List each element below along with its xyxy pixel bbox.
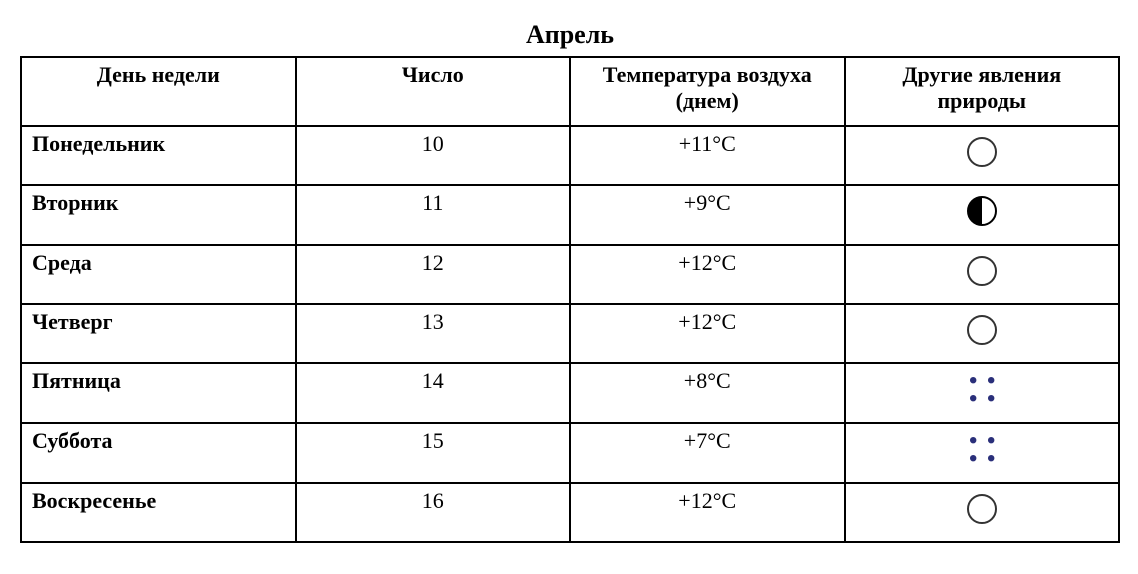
- cell-date: 15: [296, 423, 571, 483]
- table-row: Суббота 15 +7°C: [21, 423, 1119, 483]
- cell-temp: +7°C: [570, 423, 845, 483]
- cell-day: Понедельник: [21, 126, 296, 185]
- cell-date: 12: [296, 245, 571, 304]
- col-day: День недели: [21, 57, 296, 126]
- rain-icon: [959, 428, 1005, 470]
- cell-temp: +12°C: [570, 245, 845, 304]
- cell-temp: +12°C: [570, 304, 845, 363]
- cell-temp: +9°C: [570, 185, 845, 244]
- weather-table: День недели Число Температура воздуха (д…: [20, 56, 1120, 543]
- table-row: Четверг 13 +12°C: [21, 304, 1119, 363]
- table-row: Понедельник 10 +11°C: [21, 126, 1119, 185]
- table-header-row: День недели Число Температура воздуха (д…: [21, 57, 1119, 126]
- cell-phenomenon: [845, 423, 1120, 483]
- cell-phenomenon: [845, 483, 1120, 542]
- cell-date: 11: [296, 185, 571, 244]
- cell-day: Четверг: [21, 304, 296, 363]
- clear-icon: [959, 250, 1005, 292]
- cell-temp: +11°C: [570, 126, 845, 185]
- cell-phenomenon: [845, 304, 1120, 363]
- clear-icon: [959, 488, 1005, 530]
- cell-phenomenon: [845, 363, 1120, 423]
- table-title: Апрель: [20, 20, 1120, 50]
- table-row: Пятница 14 +8°C: [21, 363, 1119, 423]
- cell-temp: +8°C: [570, 363, 845, 423]
- cell-day: Суббота: [21, 423, 296, 483]
- cell-phenomenon: [845, 185, 1120, 244]
- cell-day: Среда: [21, 245, 296, 304]
- cell-phenomenon: [845, 245, 1120, 304]
- clear-icon: [959, 131, 1005, 173]
- table-row: Вторник 11 +9°C: [21, 185, 1119, 244]
- cell-temp: +12°C: [570, 483, 845, 542]
- cell-phenomenon: [845, 126, 1120, 185]
- col-date: Число: [296, 57, 571, 126]
- table-row: Среда 12 +12°C: [21, 245, 1119, 304]
- half-icon: [959, 190, 1005, 232]
- cell-date: 14: [296, 363, 571, 423]
- cell-day: Воскресенье: [21, 483, 296, 542]
- cell-date: 13: [296, 304, 571, 363]
- col-phen: Другие явления природы: [845, 57, 1120, 126]
- cell-date: 10: [296, 126, 571, 185]
- cell-date: 16: [296, 483, 571, 542]
- cell-day: Вторник: [21, 185, 296, 244]
- table-row: Воскресенье 16 +12°C: [21, 483, 1119, 542]
- clear-icon: [959, 309, 1005, 351]
- col-temp: Температура воздуха (днем): [570, 57, 845, 126]
- cell-day: Пятница: [21, 363, 296, 423]
- rain-icon: [959, 368, 1005, 410]
